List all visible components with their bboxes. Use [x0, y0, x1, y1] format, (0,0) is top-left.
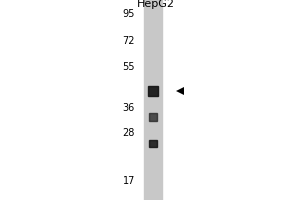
Text: 17: 17 — [123, 176, 135, 186]
Text: 72: 72 — [122, 36, 135, 46]
Text: 95: 95 — [123, 9, 135, 19]
Bar — [144, 0, 162, 200]
Bar — [149, 113, 157, 121]
Text: 55: 55 — [122, 62, 135, 72]
Text: 36: 36 — [123, 103, 135, 113]
Bar — [149, 140, 157, 147]
Text: 28: 28 — [123, 128, 135, 138]
Text: HepG2: HepG2 — [137, 0, 175, 9]
Bar — [148, 86, 158, 96]
